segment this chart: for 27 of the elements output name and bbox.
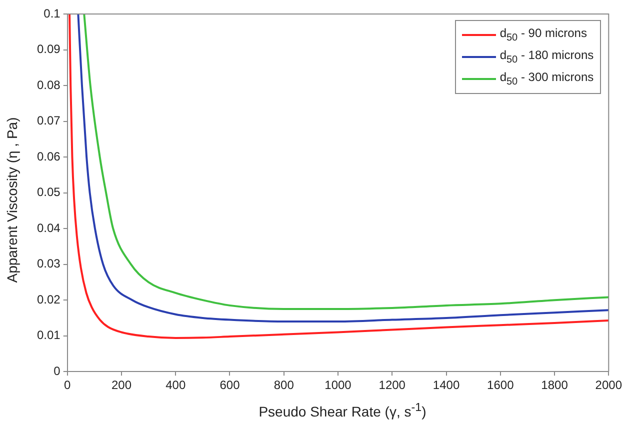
x-tick-label: 1400	[432, 378, 460, 392]
legend-label: d$_{50}$ - 90 microns	[500, 26, 587, 44]
y-tick-label: 0.07	[36, 114, 61, 128]
x-tick-label: 800	[274, 378, 294, 392]
x-tick-label: 2000	[595, 378, 622, 392]
y-tick-label: 0.05	[36, 185, 61, 200]
x-tick-label: 400	[166, 378, 186, 392]
x-tick-label: 1800	[541, 378, 568, 392]
x-tick-label: 1600	[487, 378, 514, 392]
y-tick-label: 0.01	[36, 328, 61, 342]
y-axis-title: Apparent Viscosity (η , Pa)	[4, 117, 20, 283]
y-tick-label: 0.04	[36, 220, 61, 235]
y-tick-label: 0.09	[36, 42, 61, 56]
y-tick-label: 0.08	[36, 78, 61, 92]
legend-label: d$_{50}$ - 180 microns	[500, 48, 594, 66]
y-tick-label: 0.1	[44, 6, 61, 20]
y-tick-label: 0.06	[36, 149, 61, 164]
x-tick-label: 1000	[324, 378, 352, 392]
x-tick-label: 0	[64, 378, 72, 392]
y-tick-label: 0.02	[36, 292, 61, 306]
x-tick-label: 200	[111, 378, 132, 392]
y-tick-label: 0.03	[36, 256, 61, 271]
x-tick-label: 1200	[378, 378, 406, 392]
x-tick-label: 600	[220, 378, 240, 392]
y-tick-label: 0	[54, 364, 61, 378]
legend-label: d$_{50}$ - 300 microns	[500, 70, 594, 88]
x-axis-title: Pseudo Shear Rate (γ, s$^{-1}$)	[258, 401, 428, 420]
